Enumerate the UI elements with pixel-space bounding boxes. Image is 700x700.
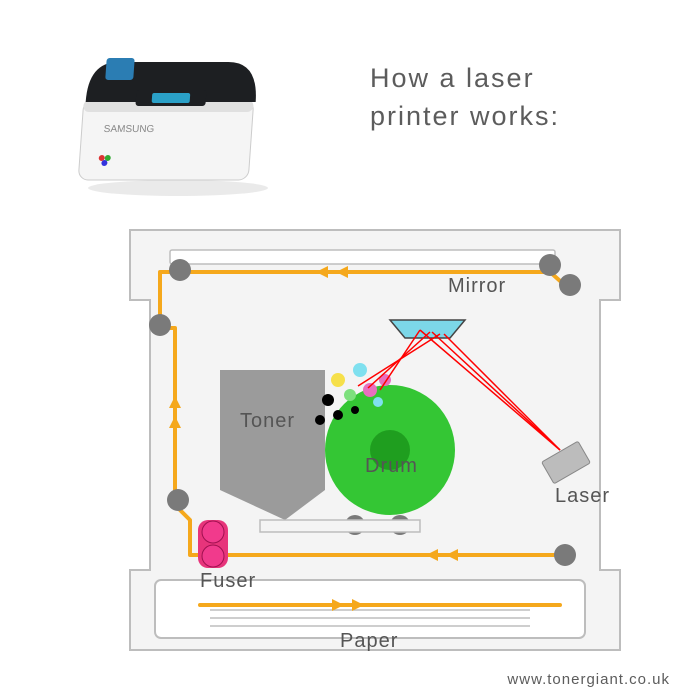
label-drum: Drum xyxy=(365,455,418,478)
label-laser: Laser xyxy=(555,485,610,508)
printer-image: SAMSUNG xyxy=(60,40,280,200)
svg-text:SAMSUNG: SAMSUNG xyxy=(103,124,154,135)
label-fuser: Fuser xyxy=(200,570,256,593)
page-title: How a laser printer works: xyxy=(370,60,560,136)
label-toner: Toner xyxy=(240,410,295,433)
label-paper: Paper xyxy=(340,630,398,653)
printer-diagram: Mirror Toner Drum Laser Fuser Paper xyxy=(60,210,650,660)
title-line-2: printer works: xyxy=(370,101,560,131)
title-line-1: How a laser xyxy=(370,63,535,93)
footer-url: www.tonergiant.co.uk xyxy=(507,671,670,688)
label-mirror: Mirror xyxy=(448,275,506,298)
